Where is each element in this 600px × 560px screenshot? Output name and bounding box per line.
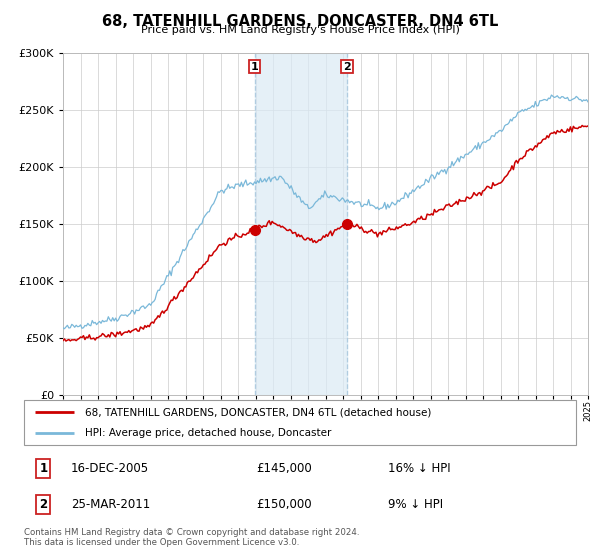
Bar	[255, 53, 347, 395]
Text: 2: 2	[343, 62, 351, 72]
Text: 1: 1	[39, 462, 47, 475]
Text: HPI: Average price, detached house, Doncaster: HPI: Average price, detached house, Donc…	[85, 428, 331, 438]
Text: 16-DEC-2005: 16-DEC-2005	[71, 462, 149, 475]
Text: Contains HM Land Registry data © Crown copyright and database right 2024.
This d: Contains HM Land Registry data © Crown c…	[24, 528, 359, 547]
FancyBboxPatch shape	[24, 400, 576, 445]
Text: 9% ↓ HPI: 9% ↓ HPI	[388, 498, 443, 511]
Text: 2: 2	[39, 498, 47, 511]
Text: £145,000: £145,000	[256, 462, 311, 475]
Text: 25-MAR-2011: 25-MAR-2011	[71, 498, 150, 511]
Text: 1: 1	[251, 62, 259, 72]
Text: £150,000: £150,000	[256, 498, 311, 511]
Text: 68, TATENHILL GARDENS, DONCASTER, DN4 6TL (detached house): 68, TATENHILL GARDENS, DONCASTER, DN4 6T…	[85, 408, 431, 418]
Text: 16% ↓ HPI: 16% ↓ HPI	[388, 462, 451, 475]
Text: 68, TATENHILL GARDENS, DONCASTER, DN4 6TL: 68, TATENHILL GARDENS, DONCASTER, DN4 6T…	[102, 14, 498, 29]
Text: Price paid vs. HM Land Registry's House Price Index (HPI): Price paid vs. HM Land Registry's House …	[140, 25, 460, 35]
